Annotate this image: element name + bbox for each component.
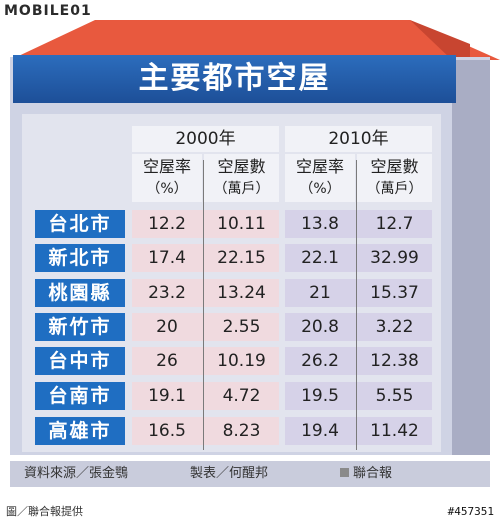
count-2000-cell: 22.15 bbox=[217, 248, 266, 268]
header-rate-2000: 空屋率 （%） bbox=[132, 154, 202, 202]
count-2000-cell: 10.19 bbox=[217, 351, 266, 371]
rate-2010-cell: 19.5 bbox=[301, 386, 339, 406]
square-icon bbox=[340, 468, 349, 477]
city-label: 台中市 bbox=[35, 347, 125, 375]
rate-2000-cell: 20 bbox=[156, 317, 178, 337]
count-2000-cell: 2.55 bbox=[222, 317, 261, 337]
rate-2000-cell: 23.2 bbox=[148, 283, 186, 303]
column-divider bbox=[356, 160, 357, 450]
house-roof bbox=[10, 20, 500, 60]
header-count-2000: 空屋數 （萬戶） bbox=[204, 154, 279, 202]
city-label: 新竹市 bbox=[35, 313, 125, 341]
city-label: 高雄市 bbox=[35, 417, 125, 445]
image-credit: 圖／聯合報提供 bbox=[6, 505, 83, 518]
rate-2000-cell: 12.2 bbox=[148, 214, 186, 234]
city-label: 新北市 bbox=[35, 244, 125, 272]
rate-2010-cell: 26.2 bbox=[301, 351, 339, 371]
house-side-wall bbox=[452, 60, 490, 455]
mobile01-logo: MOBILE01 bbox=[4, 3, 92, 19]
rate-2010-cell: 22.1 bbox=[301, 248, 339, 268]
count-2000-cell: 8.23 bbox=[222, 421, 261, 441]
header-year-2000: 2000年 bbox=[132, 126, 279, 152]
rate-2000-cell: 16.5 bbox=[148, 421, 186, 441]
count-2010-cell: 3.22 bbox=[375, 317, 414, 337]
city-label: 桃園縣 bbox=[35, 279, 125, 307]
header-rate-2010: 空屋率 （%） bbox=[285, 154, 355, 202]
header-year-2010: 2010年 bbox=[285, 126, 432, 152]
count-2010-cell: 11.42 bbox=[370, 421, 419, 441]
city-label: 台南市 bbox=[35, 382, 125, 410]
publisher-label: 聯合報 bbox=[340, 461, 392, 487]
column-divider bbox=[203, 160, 204, 450]
header-count-2010: 空屋數 （萬戶） bbox=[357, 154, 432, 202]
source-footer: 資料來源／張金鶚 製表／何醒邦 聯合報 bbox=[10, 461, 490, 487]
source-credit: 資料來源／張金鶚 bbox=[24, 466, 129, 481]
count-2010-cell: 32.99 bbox=[370, 248, 419, 268]
count-2010-cell: 5.55 bbox=[375, 386, 414, 406]
rate-2010-cell: 21 bbox=[309, 283, 331, 303]
table-maker-credit: 製表／何醒邦 bbox=[190, 466, 269, 481]
count-2000-cell: 13.24 bbox=[217, 283, 266, 303]
title-banner: 主要都市空屋 bbox=[13, 55, 456, 103]
rate-2000-cell: 19.1 bbox=[148, 386, 186, 406]
rate-2010-cell: 13.8 bbox=[301, 214, 339, 234]
image-id: #457351 bbox=[447, 505, 494, 518]
count-2000-cell: 10.11 bbox=[217, 214, 266, 234]
count-2000-cell: 4.72 bbox=[222, 386, 261, 406]
rate-2010-cell: 20.8 bbox=[301, 317, 339, 337]
count-2010-cell: 12.7 bbox=[375, 214, 414, 234]
rate-2010-cell: 19.4 bbox=[301, 421, 339, 441]
rate-2000-cell: 17.4 bbox=[148, 248, 186, 268]
city-label: 台北市 bbox=[35, 210, 125, 238]
count-2010-cell: 15.37 bbox=[370, 283, 419, 303]
page-title: 主要都市空屋 bbox=[138, 61, 331, 96]
count-2010-cell: 12.38 bbox=[370, 351, 419, 371]
rate-2000-cell: 26 bbox=[156, 351, 178, 371]
